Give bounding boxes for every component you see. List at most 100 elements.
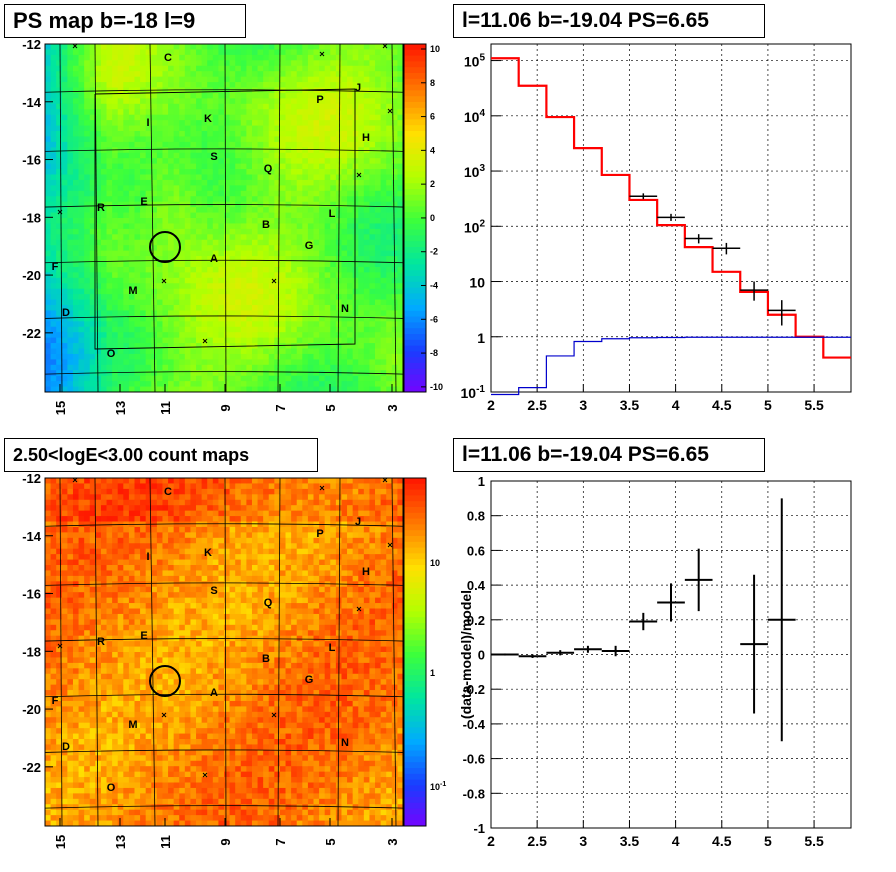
- heatmap-cell: [173, 337, 180, 344]
- heatmap-cell: [173, 196, 180, 203]
- heatmap-cell: [61, 565, 68, 571]
- heatmap-cell: [140, 196, 147, 203]
- heatmap-cell: [212, 315, 219, 322]
- heatmap-cell: [184, 337, 191, 344]
- heatmap-cell: [168, 190, 175, 197]
- heatmap-cell: [358, 381, 365, 387]
- heatmap-cell: [240, 103, 247, 110]
- heatmap-cell: [50, 147, 57, 154]
- heatmap-cell: [240, 196, 247, 203]
- heatmap-cell: [279, 196, 286, 203]
- heatmap-cell: [319, 169, 326, 175]
- heatmap-cell: [56, 131, 63, 137]
- heatmap-cell: [89, 54, 96, 61]
- coordinate-grid-line: [44, 371, 404, 375]
- heatmap-cell: [190, 272, 197, 279]
- heatmap-cell: [72, 136, 79, 143]
- heatmap-cell: [78, 798, 85, 805]
- heatmap-cell: [369, 381, 376, 387]
- heatmap-cell: [78, 711, 85, 718]
- heatmap-cell: [72, 657, 79, 664]
- heatmap-cell: [201, 98, 208, 105]
- heatmap-cell: [84, 559, 91, 566]
- heatmap-cell: [218, 348, 225, 355]
- heatmap-cell: [84, 586, 91, 593]
- heatmap-cell: [145, 343, 152, 349]
- heatmap-cell: [291, 218, 298, 224]
- heatmap-cell: [335, 131, 342, 137]
- heatmap-cell: [95, 510, 102, 517]
- heatmap-cell: [352, 375, 359, 382]
- heatmap-cell: [106, 483, 113, 490]
- heatmap-cell: [128, 353, 135, 360]
- heatmap-cell: [196, 294, 203, 300]
- heatmap-cell: [72, 277, 79, 284]
- heatmap-cell: [123, 288, 130, 295]
- heatmap-cell: [319, 49, 326, 56]
- heatmap-cell: [123, 310, 130, 317]
- heatmap-cell: [50, 494, 57, 501]
- heatmap-cell: [140, 131, 147, 137]
- heatmap-cell: [268, 332, 275, 339]
- heatmap-cell: [375, 196, 382, 203]
- heatmap-cell: [72, 592, 79, 599]
- heatmap-cell: [319, 228, 326, 235]
- heatmap-cell: [240, 147, 247, 154]
- heatmap-cell: [72, 570, 79, 577]
- heatmap-cell: [397, 375, 404, 382]
- heatmap-cell: [45, 581, 51, 588]
- heatmap-cell: [45, 570, 51, 577]
- heatmap-cell: [100, 641, 107, 647]
- heatmap-cell: [391, 201, 398, 208]
- heatmap-cell: [168, 364, 175, 371]
- heatmap-cell: [112, 179, 119, 186]
- heatmap-cell: [391, 158, 398, 165]
- heatmap-cell: [212, 54, 219, 61]
- heatmap-cell: [123, 250, 130, 257]
- heatmap-cell: [106, 646, 113, 653]
- heatmap-cell: [279, 332, 286, 339]
- heatmap-cell: [324, 310, 331, 317]
- heatmap-cell: [78, 228, 85, 235]
- heatmap-cell: [240, 185, 247, 192]
- heatmap-cell: [173, 131, 180, 137]
- coordinate-grid-line: [337, 43, 341, 393]
- heatmap-cell: [84, 136, 91, 143]
- colorbar-cell: [404, 194, 426, 202]
- heatmap-cell: [56, 152, 63, 159]
- heatmap-cell: [134, 201, 141, 208]
- heatmap-cell: [179, 103, 186, 110]
- heatmap-cell: [380, 353, 387, 360]
- heatmap-cell: [50, 109, 57, 116]
- heatmap-cell: [218, 76, 225, 83]
- heatmap-cell: [347, 228, 354, 235]
- heatmap-cell: [89, 624, 96, 631]
- heatmap-cell: [296, 174, 303, 181]
- heatmap-cell: [173, 152, 180, 159]
- heatmap-cell: [84, 174, 91, 181]
- heatmap-cell: [67, 603, 74, 609]
- heatmap-cell: [274, 147, 281, 154]
- heatmap-cell: [67, 54, 74, 61]
- heatmap-cell: [397, 141, 404, 148]
- heatmap-cell: [61, 488, 68, 495]
- heatmap-cell: [391, 82, 398, 88]
- heatmap-cell: [84, 744, 91, 751]
- heatmap-cell: [100, 820, 107, 827]
- heatmap-cell: [246, 141, 253, 148]
- heatmap-cell: [72, 532, 79, 539]
- heatmap-cell: [268, 305, 275, 311]
- heatmap-cell: [128, 343, 135, 349]
- heatmap-cell: [257, 256, 264, 262]
- heatmap-cell: [151, 288, 158, 295]
- heatmap-cell: [162, 234, 169, 241]
- heatmap-cell: [67, 592, 74, 599]
- heatmap-cell: [212, 310, 219, 317]
- heatmap-cell: [218, 228, 225, 235]
- heatmap-cell: [78, 510, 85, 517]
- heatmap-cell: [391, 141, 398, 148]
- heatmap-cell: [319, 277, 326, 284]
- heatmap-cell: [67, 624, 74, 631]
- heatmap-cell: [140, 141, 147, 148]
- heatmap-cell: [72, 820, 79, 827]
